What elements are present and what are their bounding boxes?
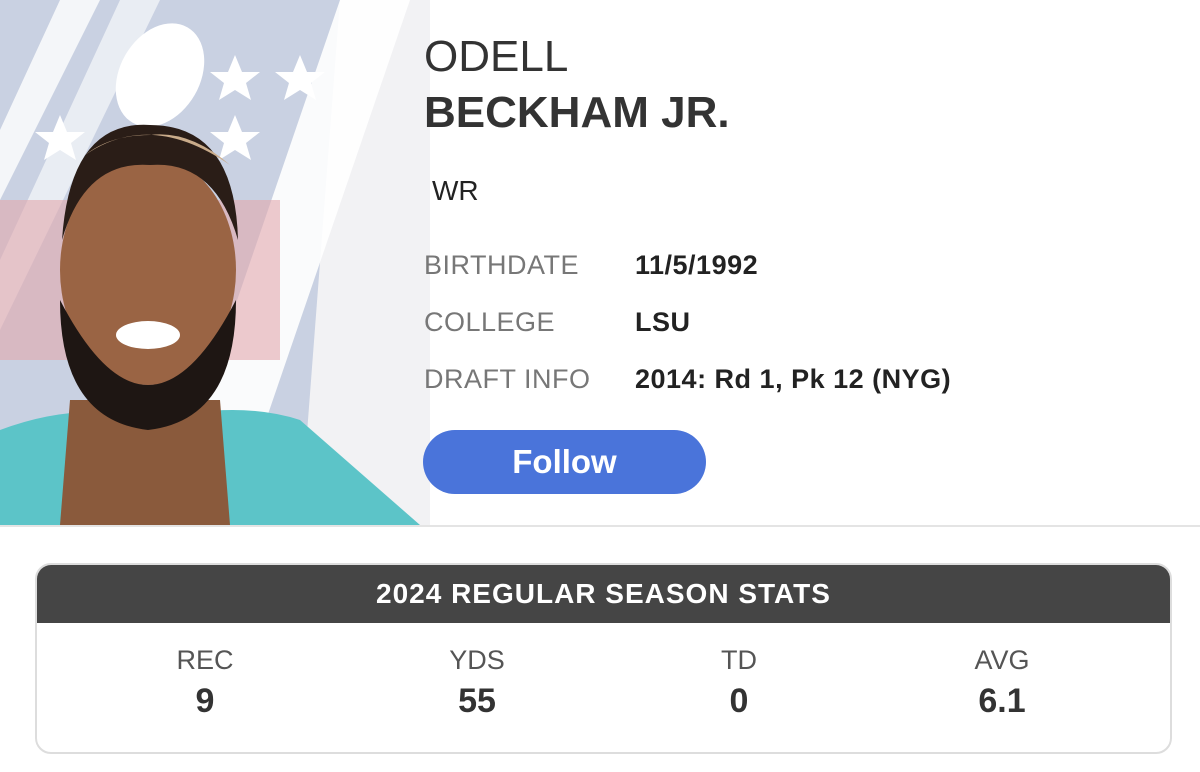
info-label: DRAFT INFO [424, 364, 591, 394]
info-value: LSU [635, 307, 691, 337]
stats-card: 2024 REGULAR SEASON STATS REC 9 YDS 55 T… [35, 563, 1172, 754]
player-photo [0, 0, 430, 525]
last-name: BECKHAM JR. [424, 88, 730, 137]
stat-value: 6.1 [978, 682, 1026, 720]
stat-label: YDS [449, 645, 505, 675]
stat-label: TD [721, 645, 757, 675]
info-label: COLLEGE [424, 307, 556, 337]
stat-column: TD 0 [599, 645, 879, 721]
info-value: 11/5/1992 [635, 250, 759, 280]
first-name: ODELL [424, 32, 569, 81]
stat-column: REC 9 [65, 645, 345, 721]
stat-label: REC [176, 645, 234, 675]
stats-title: 2024 REGULAR SEASON STATS [37, 565, 1170, 623]
info-label: BIRTHDATE [424, 250, 580, 280]
position: WR [432, 175, 479, 206]
stat-column: YDS 55 [337, 645, 617, 721]
follow-button[interactable]: Follow [423, 430, 706, 494]
stat-value: 9 [195, 682, 215, 720]
stat-label: AVG [974, 645, 1030, 675]
info-value: 2014: Rd 1, Pk 12 (NYG) [635, 364, 952, 394]
stat-column: AVG 6.1 [862, 645, 1142, 721]
stat-value: 0 [729, 682, 749, 720]
stat-value: 55 [458, 682, 496, 720]
player-header: ODELL BECKHAM JR. WR BIRTHDATE 11/5/1992… [0, 0, 1200, 527]
